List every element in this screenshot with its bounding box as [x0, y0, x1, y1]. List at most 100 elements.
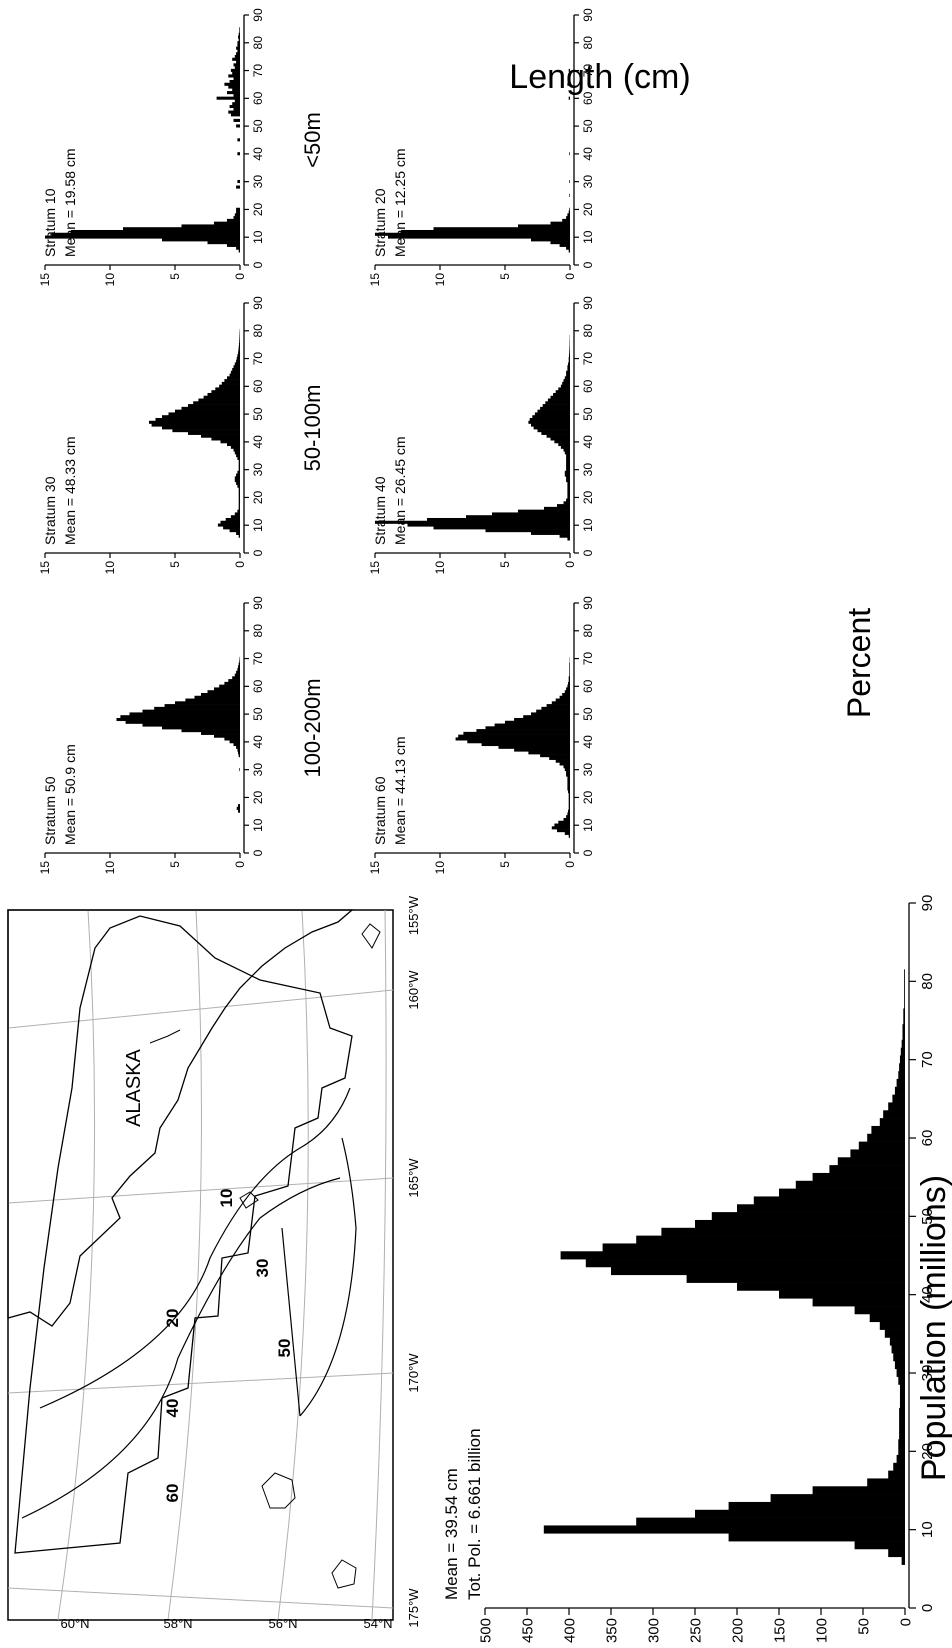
histogram-bar	[568, 96, 571, 100]
lat-label-56: 56°N	[268, 1616, 297, 1631]
histogram-bar	[185, 698, 240, 702]
histogram-bar	[203, 395, 241, 399]
histogram-bar	[239, 337, 241, 341]
histogram-bar	[566, 370, 570, 374]
histogram-bar	[534, 412, 571, 416]
histogram-bar	[237, 41, 240, 45]
x-tick-label: 30	[251, 763, 265, 777]
panel-annotation: Stratum 40	[372, 476, 388, 545]
histogram-bar	[201, 434, 240, 438]
histogram-bar	[236, 210, 241, 214]
stratum-50-outline	[299, 1137, 357, 1417]
histogram-bar	[234, 99, 241, 103]
y-tick-label: 10	[103, 273, 117, 287]
histogram-bar	[567, 537, 571, 541]
histogram-bar	[563, 448, 570, 452]
panel-annotation: Tot. Pol. = 6.661 billion	[465, 1428, 484, 1600]
histogram-bar	[879, 1321, 905, 1330]
histogram-bar	[567, 490, 571, 494]
histogram-bar	[564, 767, 570, 772]
histogram-bar	[568, 804, 571, 808]
histogram-bar	[559, 243, 570, 247]
histogram-bar	[238, 534, 240, 538]
histogram-bar	[554, 823, 571, 827]
histogram-bar	[237, 470, 240, 474]
histogram-bar	[899, 1431, 905, 1440]
x-tick-label: 70	[581, 652, 595, 666]
histogram-bar	[541, 431, 571, 435]
histogram-bar	[564, 376, 570, 380]
histogram-bar	[230, 113, 240, 117]
x-tick-label: 0	[251, 261, 265, 268]
y-tick-label: 15	[368, 273, 382, 287]
histogram-bar	[871, 1125, 906, 1135]
histogram-bar	[560, 1251, 905, 1260]
histogram-bar	[214, 221, 240, 225]
contour-50m	[39, 1087, 351, 1409]
histogram-bar	[125, 720, 240, 724]
lat-label-54: 54°N	[363, 1616, 392, 1631]
histogram-bar	[902, 1031, 905, 1041]
histogram-bar	[904, 977, 905, 986]
histogram-bar	[230, 370, 240, 374]
histogram-bar	[234, 476, 241, 480]
y-tick-label: 250	[687, 1618, 704, 1643]
histogram-bar	[239, 659, 241, 663]
histogram-bar	[238, 467, 240, 472]
histogram-bar	[238, 498, 240, 502]
histogram-bar	[566, 479, 570, 483]
histogram-bar	[214, 687, 240, 691]
histogram-bar	[546, 704, 570, 708]
histogram-bar	[234, 512, 241, 516]
histogram-bar	[233, 107, 240, 111]
histogram-bar	[567, 495, 571, 499]
histogram-bar	[494, 723, 571, 727]
histogram-bar	[711, 1212, 905, 1221]
histogram-bar	[237, 43, 240, 47]
histogram-bar	[233, 118, 240, 122]
histogram-bar	[899, 1055, 906, 1064]
histogram-bar	[236, 481, 241, 485]
histogram-bar	[568, 210, 571, 214]
x-tick-label: 70	[581, 352, 595, 366]
histogram-bar	[227, 218, 240, 222]
stratum-40-histogram: 0 5 10 15 0 10 20 30 40 50 60 70 80 90 Stratum 40 Mean …	[300, 296, 595, 574]
parallel-60	[57, 909, 96, 1621]
histogram-bar	[566, 454, 570, 458]
island-st-lawrence-icon	[331, 1559, 357, 1589]
histogram-bar	[566, 373, 570, 377]
histogram-bar	[568, 792, 571, 797]
x-tick-label: 90	[581, 296, 595, 310]
histogram-bar	[893, 1462, 905, 1471]
x-tick-label: 0	[581, 549, 595, 556]
histogram-bar	[224, 82, 240, 86]
histogram-bar	[566, 773, 570, 777]
x-tick-label: 20	[581, 790, 595, 804]
histogram-bar	[894, 1360, 905, 1370]
meridian-175	[7, 1587, 394, 1609]
histogram-bar	[236, 124, 241, 128]
panel-annotation: Mean = 12.25 cm	[392, 148, 408, 257]
histogram-bar	[888, 1548, 906, 1558]
y-tick-label: 5	[498, 561, 512, 568]
y-tick-label: 10	[433, 273, 447, 287]
histogram-bar	[903, 1008, 906, 1017]
histogram-bar	[234, 362, 241, 366]
island-aleutian-icon	[361, 923, 381, 949]
histogram-bar	[201, 731, 240, 735]
histogram-bar	[869, 1313, 905, 1323]
histogram-bar	[567, 684, 571, 688]
histogram-bar	[181, 406, 240, 410]
histogram-bar	[569, 207, 570, 211]
histogram-bar	[891, 1345, 905, 1354]
x-tick-label: 0	[251, 849, 265, 856]
histogram-bar	[142, 723, 240, 727]
histogram-bar	[232, 88, 240, 92]
histogram-bar	[214, 734, 240, 738]
stratum-label-60: 60	[163, 1484, 182, 1503]
histogram-bar	[563, 817, 570, 822]
histogram-bar	[568, 798, 571, 802]
histogram-bar	[237, 667, 240, 672]
x-tick-label: 40	[251, 735, 265, 749]
histogram-bar	[238, 751, 241, 755]
